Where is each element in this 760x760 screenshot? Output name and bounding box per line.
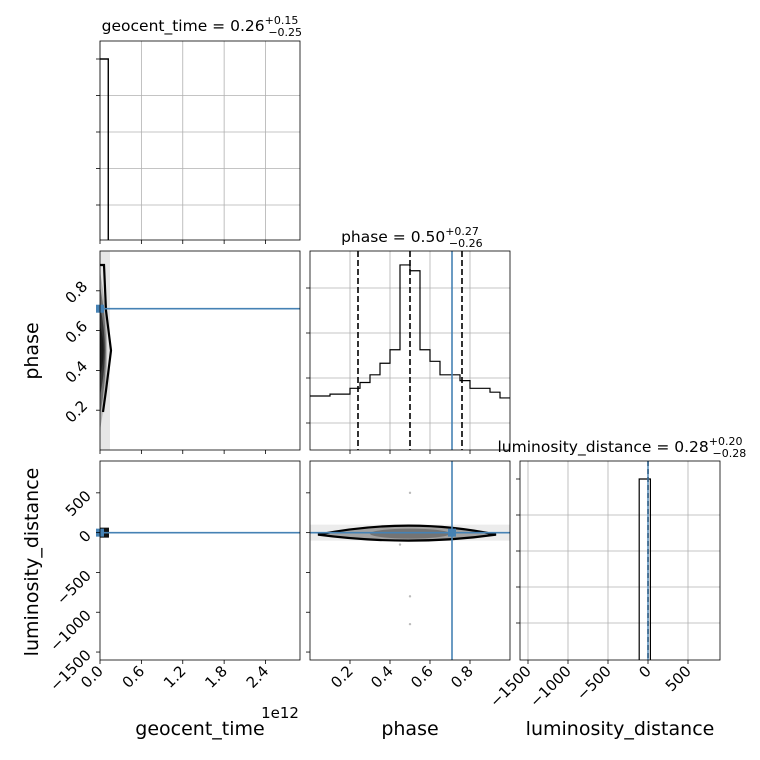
panel-title: phase = 0.50+0.27 — [341, 225, 479, 246]
title-equals: = — [651, 438, 674, 456]
injection-marker — [448, 528, 456, 537]
x-tick-label: 0.8 — [447, 662, 477, 692]
title-minus: −0.26 — [449, 237, 483, 250]
y-tick-label: 0.4 — [62, 357, 92, 387]
title-text: phase — [341, 228, 388, 246]
x-tick-label: −1000 — [526, 662, 575, 711]
density-contour — [100, 325, 104, 376]
x-tick-label: 0.4 — [367, 662, 397, 692]
x-tick-label: −1500 — [486, 662, 535, 711]
axes-phase-vs-geocent_time — [99, 250, 301, 451]
panel-title: geocent_time = 0.26+0.15 — [102, 14, 299, 36]
x-tick-label: 500 — [662, 662, 695, 695]
title-text: luminosity_distance — [498, 438, 652, 457]
title-equals: = — [388, 228, 411, 246]
x-axis-label: luminosity_distance — [526, 718, 715, 740]
sample-point — [408, 595, 412, 598]
title-plus: +0.27 — [445, 225, 479, 238]
y-tick-label: 0 — [75, 527, 94, 546]
y-tick-label: −500 — [53, 567, 95, 609]
density-contour — [370, 528, 450, 539]
x-tick-label: 0.6 — [119, 662, 149, 692]
sample-point — [408, 622, 412, 626]
histogram-phase — [310, 264, 510, 399]
density-background — [100, 251, 110, 450]
title-text: geocent_time — [102, 17, 208, 36]
title-plus: +0.15 — [265, 14, 299, 27]
axes-geocent_time-hist — [99, 40, 301, 241]
y-tick-label: 0.8 — [62, 277, 92, 307]
axes-luminosity_distance-vs-phase — [309, 460, 511, 661]
y-axis-label: luminosity_distance — [21, 468, 43, 657]
y-tick-label: 0.6 — [62, 317, 92, 347]
sample-point — [408, 491, 412, 495]
x-tick-label: 1.8 — [201, 662, 231, 692]
title-median: 0.28 — [674, 438, 709, 456]
x-tick-label: 2.4 — [243, 662, 273, 692]
y-tick-label: 500 — [62, 487, 95, 520]
x-tick-label: 0.2 — [327, 662, 357, 692]
axes-luminosity_distance-vs-geocent_time — [99, 460, 301, 661]
axes-phase-hist — [309, 250, 511, 451]
title-equals: = — [207, 17, 230, 35]
sample-point — [398, 543, 402, 546]
x-tick-label: 1.2 — [160, 662, 190, 692]
title-plus: +0.20 — [709, 435, 743, 448]
contour-line — [100, 263, 113, 413]
y-tick-label: −1000 — [46, 606, 95, 655]
x-tick-label: 0 — [635, 662, 654, 681]
x-axis-label: phase — [381, 718, 438, 740]
x-axis-label: geocent_time — [135, 718, 264, 740]
axes-luminosity_distance-hist — [519, 460, 721, 661]
title-median: 0.26 — [230, 17, 265, 35]
histogram-luminosity_distance — [638, 478, 652, 660]
y-tick-label: 0.2 — [62, 397, 92, 427]
x-tick-label: 0.6 — [407, 662, 437, 692]
title-median: 0.50 — [411, 228, 446, 246]
x-tick-label: −500 — [573, 662, 615, 704]
title-minus: −0.28 — [712, 447, 746, 460]
x-offset-text: 1e12 — [261, 704, 299, 722]
y-axis-label: phase — [21, 322, 43, 379]
panel-title: luminosity_distance = 0.28+0.20 — [498, 435, 743, 457]
histogram-geocent_time — [100, 58, 109, 240]
title-minus: −0.25 — [268, 26, 302, 39]
